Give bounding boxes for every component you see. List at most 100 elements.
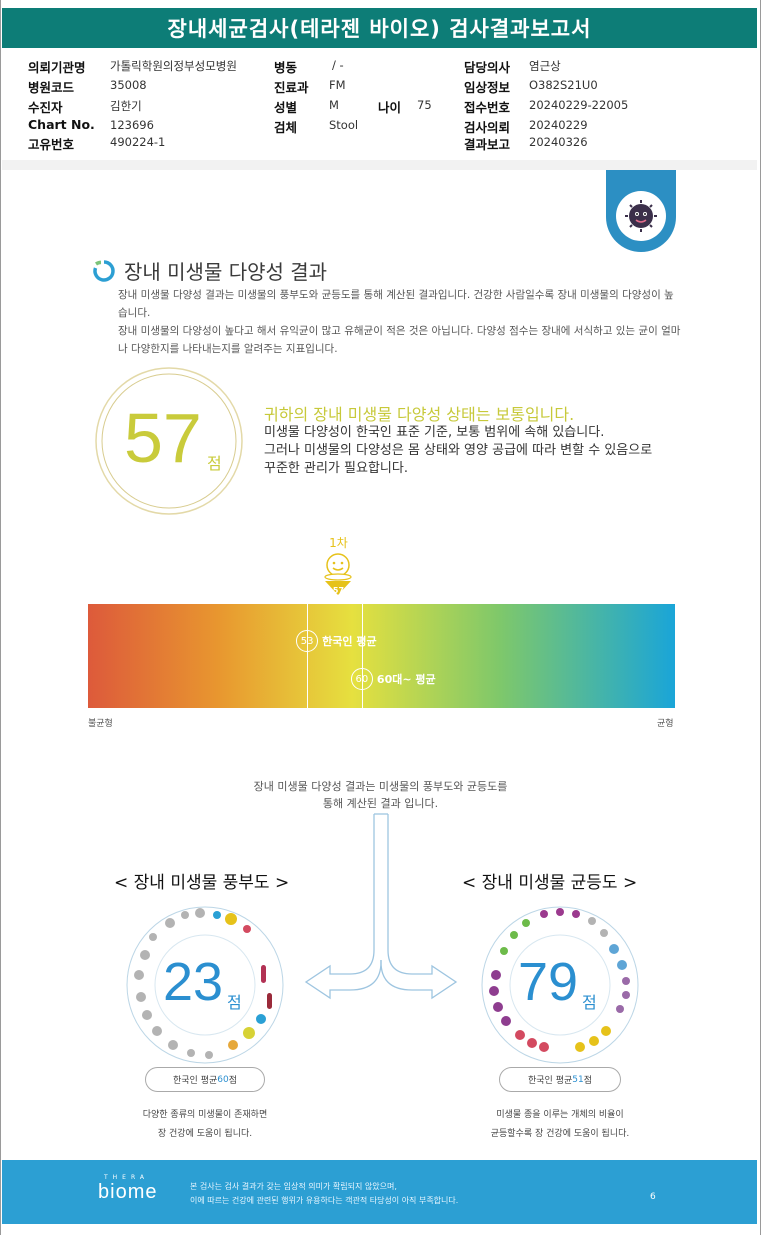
specimen-value: Stool (329, 118, 359, 132)
smiley-marker-icon (324, 553, 353, 595)
sixties-avg-line (361, 604, 363, 708)
dept-value: FM (329, 78, 346, 92)
age-label: 나이 (378, 100, 402, 115)
section-separator (2, 160, 757, 170)
ward-label: 병동 (274, 60, 298, 75)
receipt-value: 20240229-22005 (529, 98, 629, 112)
richness-avg-value: 60 (217, 1074, 229, 1085)
sixties-avg-label: 60대~ 평균 (376, 673, 436, 686)
richness-score-value: 23 (163, 952, 224, 1012)
patient-value: 김한기 (110, 99, 142, 113)
richness-title: < 장내 미생물 풍부도 > (114, 873, 290, 893)
diversity-scale: 1차 57 53 한국인 평균 60 60대~ 평균 불균형 균형 (0, 530, 761, 730)
diversity-desc-2: 장내 미생물의 다양성이 높다고 해서 유익균이 많고 유해균이 적은 것은 아… (118, 325, 681, 355)
evenness-score-unit: 점 (582, 993, 597, 1012)
result-value: 20240326 (529, 135, 588, 149)
evenness-note-1: 미생물 종을 이루는 개체의 비율이 (496, 1110, 624, 1120)
richness-note-1: 다양한 종류의 미생물이 존재하면 (142, 1110, 268, 1120)
split-arrow-icon (304, 813, 458, 1000)
footer-line-1: 본 검사는 검사 결과가 갖는 임상적 의미가 확립되지 않았으며, (190, 1182, 397, 1191)
korean-avg-value: 53 (296, 630, 319, 652)
diversity-gradient-bar: 53 한국인 평균 60 60대~ 평균 (88, 604, 675, 708)
richness-circle: 23 점 (125, 905, 285, 1065)
scale-right-label: 균형 (657, 719, 674, 729)
richness-score-unit: 점 (227, 993, 242, 1012)
diversity-score-unit: 점 (207, 454, 222, 473)
clinical-label: 임상정보 (464, 80, 511, 95)
richness-note: 다양한 종류의 미생물이 존재하면 장 건강에 도움이 됩니다. (125, 1106, 285, 1144)
unique-label: 고유번호 (28, 137, 75, 152)
richness-avg-suffix: 점 (228, 1076, 237, 1086)
status-line-3: 꾸준한 관리가 필요합니다. (264, 461, 408, 476)
thera-biome-logo: THERA biome (98, 1174, 157, 1204)
evenness-score-value: 79 (518, 952, 579, 1012)
marker-score-value: 57 (332, 586, 345, 595)
age-value: 75 (417, 98, 432, 112)
diversity-title-text: 장내 미생물 다양성 결과 (124, 260, 328, 284)
chart-value: 123696 (110, 118, 154, 132)
patient-info-table: 의뢰기관명 가톨릭학원의정부성모병원 병원코드 35008 수진자 김한기 Ch… (0, 54, 761, 154)
evenness-circle: 79 점 (480, 905, 640, 1065)
receipt-label: 접수번호 (464, 100, 511, 115)
hospital-label: 의뢰기관명 (28, 60, 86, 75)
evenness-avg-suffix: 점 (583, 1076, 592, 1086)
footer-disclaimer: 본 검사는 검사 결과가 갖는 임상적 의미가 확립되지 않았으며, 이에 따르… (190, 1180, 458, 1208)
microbe-badge-icon (606, 170, 676, 252)
richness-avg-prefix: 한국인 평균 (173, 1076, 218, 1086)
diversity-section-title: 장내 미생물 다양성 결과 (92, 256, 327, 285)
composition-section: 장내 미생물 다양성 결과는 미생물의 풍부도와 균등도를 통해 계산된 결과 … (0, 770, 761, 1160)
status-line-1: 미생물 다양성이 한국인 표준 기준, 보통 범위에 속해 있습니다. (264, 425, 605, 440)
microbe-ring-evenness-icon (481, 906, 639, 1064)
diversity-score-value: 57 (124, 399, 202, 477)
composition-text-1: 장내 미생물 다양성 결과는 미생물의 풍부도와 균등도를 (253, 780, 508, 793)
sixties-avg-tag: 60 60대~ 평균 (350, 668, 436, 690)
sixties-avg-value: 60 (350, 668, 373, 690)
dept-label: 진료과 (274, 80, 309, 95)
logo-top-text: THERA (104, 1174, 149, 1181)
request-label: 검사의뢰 (464, 120, 511, 135)
sex-label: 성별 (274, 100, 298, 115)
evenness-note: 미생물 종을 이루는 개체의 비율이 균등할수록 장 건강에 도움이 됩니다. (470, 1106, 650, 1144)
microbe-ring-richness-icon (126, 906, 284, 1064)
ward-value: / - (332, 58, 344, 72)
chart-label: Chart No. (28, 117, 95, 132)
diversity-description: 장내 미생물 다양성 결과는 미생물의 풍부도와 균등도를 통해 계산된 결과입… (118, 286, 683, 358)
report-title: 장내세균검사(테라젠 바이오) 검사결과보고서 (2, 8, 757, 48)
specimen-label: 검체 (274, 120, 298, 135)
page-number: 6 (650, 1192, 656, 1202)
doctor-label: 담당의사 (464, 60, 511, 75)
diversity-desc-1: 장내 미생물 다양성 결과는 미생물의 풍부도와 균등도를 통해 계산된 결과입… (118, 289, 674, 319)
korean-avg-tag: 53 한국인 평균 (296, 630, 377, 652)
request-value: 20240229 (529, 118, 588, 132)
evenness-avg-prefix: 한국인 평균 (528, 1076, 573, 1086)
diversity-score-circle: 57 점 (94, 366, 244, 516)
code-value: 35008 (110, 78, 147, 92)
diversity-status-heading: 귀하의 장내 미생물 다양성 상태는 보통입니다. (264, 405, 575, 424)
score-ring-icon (95, 367, 243, 515)
composition-description: 장내 미생물 다양성 결과는 미생물의 풍부도와 균등도를 통해 계산된 결과 … (0, 778, 761, 812)
doctor-value: 염근상 (529, 59, 561, 73)
evenness-note-2: 균등할수록 장 건강에 도움이 됩니다. (490, 1129, 630, 1139)
footer-line-2: 이에 따르는 건강에 관련된 행위가 유용하다는 객관적 타당성이 아직 부족합… (190, 1196, 459, 1205)
page-footer: THERA biome 본 검사는 검사 결과가 갖는 임상적 의미가 확립되지… (2, 1160, 757, 1224)
status-line-2: 그러나 미생물의 다양성은 몸 상태와 영양 공급에 따라 변할 수 있음으로 (264, 443, 653, 458)
richness-average-pill: 한국인 평균 60 점 (145, 1067, 265, 1092)
richness-note-2: 장 건강에 도움이 됩니다. (157, 1129, 253, 1139)
refresh-circle-icon (93, 259, 115, 282)
scale-left-label: 불균형 (88, 719, 113, 729)
patient-label: 수진자 (28, 100, 63, 115)
code-label: 병원코드 (28, 80, 75, 95)
composition-text-2: 통해 계산된 결과 입니다. (322, 797, 439, 810)
score-marker: 1차 57 (318, 534, 358, 603)
clinical-value: O382S21U0 (529, 78, 598, 92)
korean-avg-label: 한국인 평균 (322, 635, 377, 648)
evenness-average-pill: 한국인 평균 51 점 (499, 1067, 621, 1092)
unique-value: 490224-1 (110, 135, 166, 149)
logo-text: biome (98, 1181, 158, 1203)
hospital-value: 가톨릭학원의정부성모병원 (110, 59, 237, 73)
korean-avg-line (307, 604, 309, 708)
evenness-avg-value: 51 (572, 1074, 584, 1085)
diversity-status-text: 미생물 다양성이 한국인 표준 기준, 보통 범위에 속해 있습니다. 그러나 … (264, 424, 652, 478)
sex-value: M (329, 98, 339, 112)
result-label: 결과보고 (464, 137, 511, 152)
